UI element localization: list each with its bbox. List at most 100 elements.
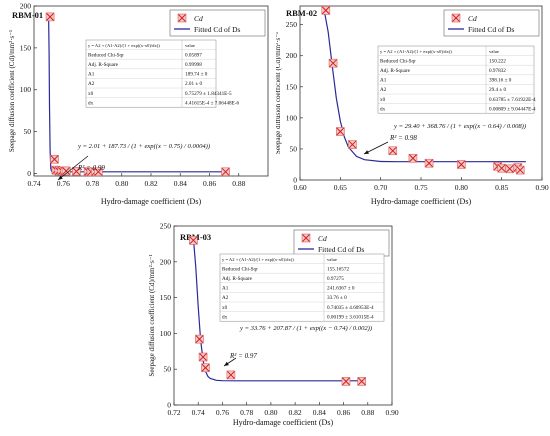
stats-table-param: x0 bbox=[380, 97, 386, 103]
legend-label-fit: Fitted Cd of Ds bbox=[318, 245, 365, 254]
chart-svg-0: 0.74 0.76 0.78 0.80 0.82 0.84 0.86 0.88 0 50 100 15… bbox=[8, 2, 269, 206]
legend-label-points: Cd bbox=[468, 14, 477, 23]
stats-table-header-value: value bbox=[327, 257, 337, 262]
stats-table-value: 0.97832 bbox=[489, 68, 506, 74]
data-point bbox=[408, 153, 418, 163]
x-tick-label: 0.75 bbox=[414, 183, 427, 192]
data-point bbox=[195, 334, 204, 344]
x-tick-label: 0.80 bbox=[455, 183, 468, 192]
x-tick-label: 0.88 bbox=[232, 179, 245, 188]
stats-table-value: 0.97275 bbox=[327, 276, 344, 282]
chart-rbm01: 0.74 0.76 0.78 0.80 0.82 0.84 0.86 0.88 0 50 100 15… bbox=[0, 0, 272, 210]
stats-table-param: Reduced Chi-Sqr bbox=[380, 58, 416, 64]
stats-table-param: dx bbox=[380, 106, 386, 112]
stats-table-header-value: value bbox=[489, 49, 499, 54]
x-axis-label: Hydro-damage coefficient (Ds) bbox=[233, 418, 334, 427]
x-tick-label: 0.78 bbox=[240, 408, 253, 417]
data-point-cross-b bbox=[329, 59, 337, 68]
data-point bbox=[72, 167, 81, 176]
data-point bbox=[328, 58, 338, 68]
stats-table-param: Adj. R-Square bbox=[380, 68, 411, 74]
fit-equation: y = 33.76 + 207.87 / (1 + exp((x − 0.74)… bbox=[239, 325, 372, 332]
y-tick-label: 200 bbox=[286, 51, 298, 60]
y-tick-label: 200 bbox=[20, 2, 32, 11]
x-tick-label: 0.84 bbox=[313, 408, 326, 417]
stats-table-value: 0.74035 ± 4.60953E-4 bbox=[327, 305, 374, 311]
data-point-cross-b bbox=[342, 377, 350, 386]
y-tick-label: 150 bbox=[160, 293, 172, 302]
y-axis-label: Seepage diffusion coefficient (Cd)/mm²·s… bbox=[148, 254, 156, 376]
data-point bbox=[94, 167, 103, 177]
stats-table-param: Reduced Chi-Sqr bbox=[222, 266, 258, 272]
fit-equation: y = 2.01 + 187.73 / (1 + exp((x − 0.75) … bbox=[77, 143, 210, 150]
y-tick-label: 150 bbox=[20, 43, 32, 52]
stats-table-value: 0.05897 bbox=[185, 52, 202, 58]
legend-label-points: Cd bbox=[194, 14, 203, 23]
data-point bbox=[45, 12, 55, 22]
x-tick-label: 0.78 bbox=[86, 179, 99, 188]
panel-title: RBM-01 bbox=[12, 10, 43, 20]
x-tick-label: 0.85 bbox=[495, 183, 508, 192]
stats-table-value: 155.16572 bbox=[327, 266, 349, 272]
panel-title: RBM-02 bbox=[286, 8, 317, 18]
data-point-cross-b bbox=[46, 13, 54, 21]
legend-label-points: Cd bbox=[318, 234, 327, 243]
stats-table-value: 2.01 ± 0 bbox=[185, 81, 203, 87]
stats-table-param: A1 bbox=[88, 72, 95, 78]
data-point bbox=[515, 165, 525, 175]
x-tick-label: 0.86 bbox=[203, 179, 216, 188]
x-tick-label: 0.60 bbox=[293, 183, 306, 192]
data-point bbox=[221, 167, 230, 177]
chart-svg-2: 0.72 0.74 0.76 0.78 0.80 0.82 0.84 0.86 0.88 0.90… bbox=[148, 222, 399, 428]
stats-table-header: y = A2 + (A1-A2)/(1 + exp((x-x0)/dx)) bbox=[380, 49, 452, 54]
stats-table-param: A1 bbox=[380, 78, 387, 84]
legend-marker-cross-b bbox=[302, 234, 310, 242]
data-point bbox=[226, 370, 236, 380]
x-tick-label: 0.86 bbox=[337, 408, 350, 417]
stats-table-value: 398.16 ± 0 bbox=[489, 78, 512, 84]
x-tick-label: 0.88 bbox=[361, 408, 374, 417]
y-tick-label: 0 bbox=[27, 169, 31, 178]
x-tick-label: 0.76 bbox=[57, 179, 70, 188]
data-point bbox=[457, 160, 466, 169]
data-point-cross-b bbox=[425, 159, 433, 168]
x-tick-label: 0.84 bbox=[174, 179, 187, 188]
data-point bbox=[321, 6, 331, 15]
stats-table-param: A2 bbox=[380, 87, 387, 93]
data-point bbox=[336, 127, 345, 136]
data-point bbox=[50, 154, 59, 164]
data-point-cross-b bbox=[189, 236, 198, 245]
r-squared: R² = 0.98 bbox=[389, 134, 417, 142]
y-tick-label: 100 bbox=[160, 329, 172, 338]
data-point bbox=[341, 377, 351, 386]
stats-table-header: y = A2 + (A1-A2)/(1 + exp((x-x0)/dx)) bbox=[222, 257, 294, 262]
data-point-cross-b bbox=[201, 363, 210, 372]
annotation-arrow-head bbox=[364, 150, 369, 154]
data-point-cross-b bbox=[72, 167, 81, 176]
data-point-cross-b bbox=[409, 154, 417, 163]
x-tick-label: 0.80 bbox=[264, 408, 277, 417]
y-tick-label: 100 bbox=[20, 85, 32, 94]
data-point bbox=[198, 352, 208, 362]
stats-table-param: A2 bbox=[222, 295, 229, 301]
stats-table-value: 241.6367 ± 0 bbox=[327, 286, 355, 292]
x-tick-label: 0.74 bbox=[192, 408, 205, 417]
chart-svg-1: 0.60 0.65 0.70 0.75 0.80 0.85 0.90 0 50 100 150 200… bbox=[274, 5, 549, 206]
y-tick-label: 150 bbox=[286, 82, 298, 91]
data-point-cross-b bbox=[227, 371, 235, 379]
y-tick-label: 200 bbox=[160, 257, 172, 266]
chart-rbm02: 0.60 0.65 0.70 0.75 0.80 0.85 0.90 0 50 100 150 200… bbox=[274, 0, 550, 210]
annotation-arrow-head bbox=[224, 361, 229, 366]
stats-table bbox=[377, 45, 535, 114]
y-tick-label: 250 bbox=[160, 222, 172, 231]
stats-table-param: Adj. R-Square bbox=[222, 276, 253, 282]
data-point-cross-b bbox=[457, 160, 466, 169]
stats-table-value: 0.00809 ± 9.04447E-4 bbox=[489, 106, 536, 112]
x-tick-label: 0.72 bbox=[167, 408, 180, 417]
x-tick-label: 0.74 bbox=[27, 179, 40, 188]
data-point-cross-b bbox=[199, 353, 207, 361]
stats-table-value: 0.99998 bbox=[185, 62, 202, 68]
y-tick-label: 50 bbox=[24, 127, 32, 136]
stats-table-value: 29.4 ± 0 bbox=[489, 87, 507, 93]
stats-table bbox=[85, 39, 217, 108]
